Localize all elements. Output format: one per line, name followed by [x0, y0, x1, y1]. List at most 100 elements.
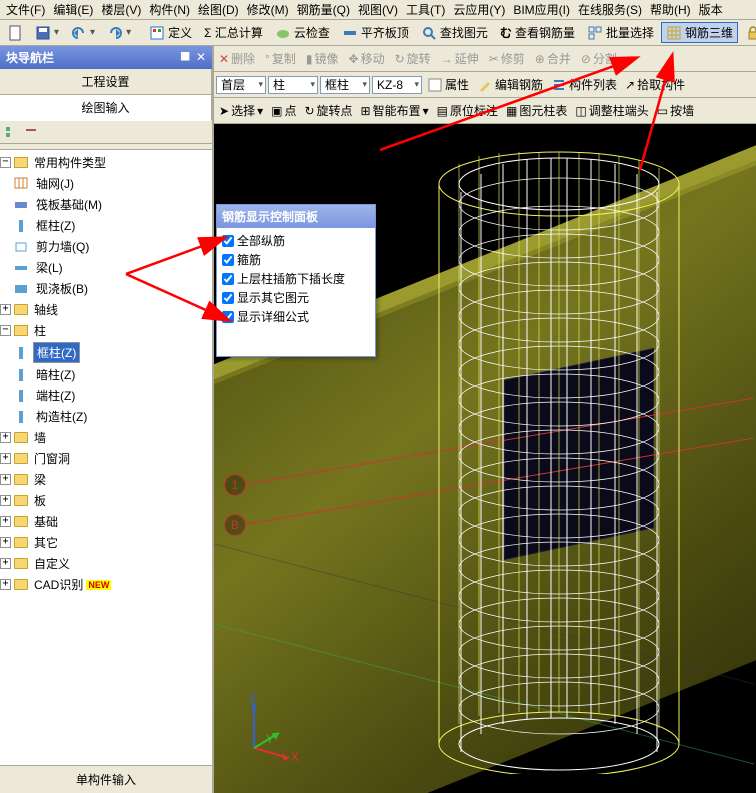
find-element-button[interactable]: 查找图元	[416, 21, 493, 44]
component-tree[interactable]: −常用构件类型 轴网(J) 筏板基础(M) 框柱(Z) 剪力墙(Q) 梁(L) …	[0, 150, 212, 765]
tree-raft[interactable]: 筏板基础(M)	[33, 195, 105, 214]
opt-stirrup[interactable]: 箍筋	[222, 250, 370, 269]
pin-icon[interactable]: ⯀	[180, 50, 190, 65]
menu-view[interactable]: 视图(V)	[354, 0, 402, 20]
column-table-button[interactable]: ▦图元柱表	[503, 100, 570, 121]
smart-layout-button[interactable]: ⊞智能布置▾	[358, 100, 432, 121]
tree-hidden-column[interactable]: 暗柱(Z)	[33, 365, 78, 384]
tree-plate[interactable]: 板	[31, 491, 49, 510]
tab-single-component[interactable]: 单构件输入	[0, 765, 212, 793]
component-list-button[interactable]: 构件列表	[548, 74, 620, 95]
close-icon[interactable]: ✕	[196, 50, 206, 65]
redo-button[interactable]: ▾	[102, 22, 136, 44]
tree-beam-common[interactable]: 梁(L)	[33, 258, 66, 277]
type-combo[interactable]: 框柱	[320, 76, 370, 94]
expander[interactable]: −	[0, 325, 11, 336]
tree-wall[interactable]: 墙	[31, 428, 49, 447]
extend-button[interactable]: →延伸	[438, 48, 482, 69]
tree-frame-column-common[interactable]: 框柱(Z)	[33, 216, 78, 235]
menu-file[interactable]: 文件(F)	[2, 0, 49, 20]
mirror-button[interactable]: ▮镜像	[303, 48, 342, 69]
opt-all-longitudinal[interactable]: 全部纵筋	[222, 231, 370, 250]
tree-collapse-icon[interactable]	[23, 124, 39, 140]
menu-draw[interactable]: 绘图(D)	[194, 0, 243, 20]
properties-button[interactable]: 属性	[424, 74, 472, 95]
menu-version[interactable]: 版本	[695, 0, 727, 20]
opt-show-other[interactable]: 显示其它图元	[222, 288, 370, 307]
lock-button[interactable]: 锁	[740, 21, 756, 44]
rebar-display-panel[interactable]: 钢筋显示控制面板 全部纵筋 箍筋 上层柱插筋下插长度 显示其它图元 显示详细公式	[216, 204, 376, 357]
opt-upper-insert[interactable]: 上层柱插筋下插长度	[222, 269, 370, 288]
define-button[interactable]: 定义	[144, 21, 197, 44]
menu-tools[interactable]: 工具(T)	[402, 0, 449, 20]
rebar-3d-button[interactable]: 钢筋三维	[661, 22, 738, 43]
tree-shear-wall[interactable]: 剪力墙(Q)	[33, 237, 92, 256]
tree-common-components[interactable]: 常用构件类型	[31, 153, 109, 172]
view-rebar-button[interactable]: む查看钢筋量	[495, 21, 580, 44]
menu-help[interactable]: 帮助(H)	[646, 0, 695, 20]
expander[interactable]: +	[0, 304, 11, 315]
by-wall-button[interactable]: ▭按墙	[654, 100, 697, 121]
point-button[interactable]: ▣点	[268, 100, 299, 121]
tree-custom[interactable]: 自定义	[31, 554, 73, 573]
tree-beam[interactable]: 梁	[31, 470, 49, 489]
split-button[interactable]: ⊘分割	[578, 48, 620, 69]
id-combo[interactable]: KZ-8	[372, 76, 422, 94]
tree-axis[interactable]: 轴线	[31, 300, 61, 319]
category-combo[interactable]: 柱	[268, 76, 318, 94]
tree-foundation[interactable]: 基础	[31, 512, 61, 531]
expander[interactable]: +	[0, 432, 11, 443]
move-button[interactable]: ✥移动	[346, 48, 388, 69]
expander[interactable]: +	[0, 453, 11, 464]
expander[interactable]: +	[0, 516, 11, 527]
adjust-column-end-button[interactable]: ◫调整柱端头	[572, 100, 651, 121]
menu-bim[interactable]: BIM应用(I)	[509, 0, 574, 20]
rotate-point-button[interactable]: ↻旋转点	[301, 100, 355, 121]
menu-rebar[interactable]: 钢筋量(Q)	[293, 0, 354, 20]
tree-constr-column[interactable]: 构造柱(Z)	[33, 407, 90, 426]
tab-draw-input[interactable]: 绘图输入	[0, 95, 212, 121]
tree-other[interactable]: 其它	[31, 533, 61, 552]
expander[interactable]: −	[0, 157, 11, 168]
pick-component-button[interactable]: ↗拾取构件	[622, 74, 688, 95]
floor-combo[interactable]: 首层	[216, 76, 266, 94]
menu-floor[interactable]: 楼层(V)	[97, 0, 145, 20]
new-button[interactable]	[2, 22, 28, 44]
expander[interactable]: +	[0, 579, 11, 590]
copy-button[interactable]: °复制	[262, 48, 299, 69]
save-button[interactable]: ▾	[30, 22, 64, 44]
tree-axis-grid[interactable]: 轴网(J)	[33, 174, 77, 193]
align-slab-button[interactable]: 平齐板顶	[337, 21, 414, 44]
menu-cloud[interactable]: 云应用(Y)	[449, 0, 509, 20]
cloud-check-button[interactable]: 云检查	[270, 21, 335, 44]
undo-button[interactable]: ▾	[66, 22, 100, 44]
tree-column[interactable]: 柱	[31, 321, 49, 340]
merge-button[interactable]: ⊕合并	[532, 48, 574, 69]
tree-expand-icon[interactable]	[3, 124, 19, 140]
expander[interactable]: +	[0, 495, 11, 506]
tree-cad[interactable]: CAD识别	[31, 575, 86, 594]
expander[interactable]: +	[0, 558, 11, 569]
tree-frame-column[interactable]: 框柱(Z)	[33, 342, 80, 363]
expander[interactable]: +	[0, 474, 11, 485]
sum-button[interactable]: Σ 汇总计算	[199, 21, 268, 44]
tree-door-window[interactable]: 门窗洞	[31, 449, 73, 468]
tree-end-column[interactable]: 端柱(Z)	[33, 386, 78, 405]
batch-select-button[interactable]: 批量选择	[582, 21, 659, 44]
tree-slab[interactable]: 现浇板(B)	[33, 279, 91, 298]
tab-project-settings[interactable]: 工程设置	[0, 69, 212, 94]
menu-online[interactable]: 在线服务(S)	[574, 0, 646, 20]
delete-button[interactable]: ✕删除	[216, 48, 258, 69]
menu-edit[interactable]: 编辑(E)	[49, 0, 97, 20]
menu-modify[interactable]: 修改(M)	[243, 0, 293, 20]
menu-component[interactable]: 构件(N)	[145, 0, 194, 20]
column-3d[interactable]	[429, 144, 689, 774]
inplace-label-button[interactable]: ▤原位标注	[434, 100, 501, 121]
rotate-button[interactable]: ↻旋转	[392, 48, 434, 69]
edit-rebar-button[interactable]: 编辑钢筋	[474, 74, 546, 95]
expander[interactable]: +	[0, 537, 11, 548]
select-button[interactable]: ➤选择▾	[216, 100, 266, 121]
trim-button[interactable]: ✂修剪	[486, 48, 528, 69]
3d-viewport[interactable]: 1 B	[214, 124, 756, 793]
opt-show-formula[interactable]: 显示详细公式	[222, 307, 370, 326]
